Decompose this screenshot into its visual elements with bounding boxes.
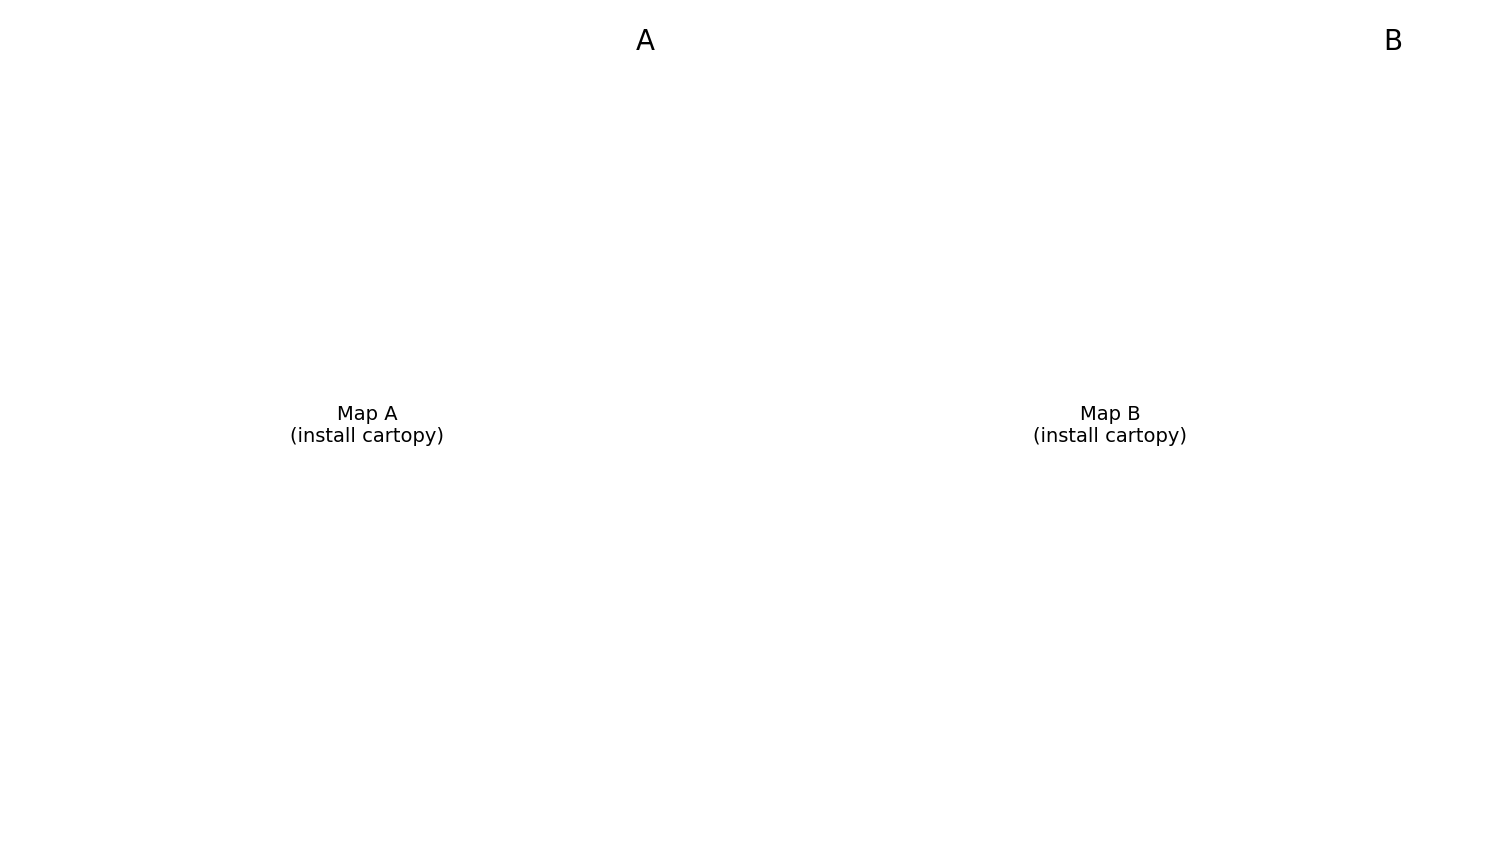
Text: Map A
(install cartopy): Map A (install cartopy) (291, 405, 444, 446)
Text: B: B (1383, 28, 1402, 56)
Text: A: A (636, 28, 654, 56)
Text: Map B
(install cartopy): Map B (install cartopy) (1034, 405, 1187, 446)
